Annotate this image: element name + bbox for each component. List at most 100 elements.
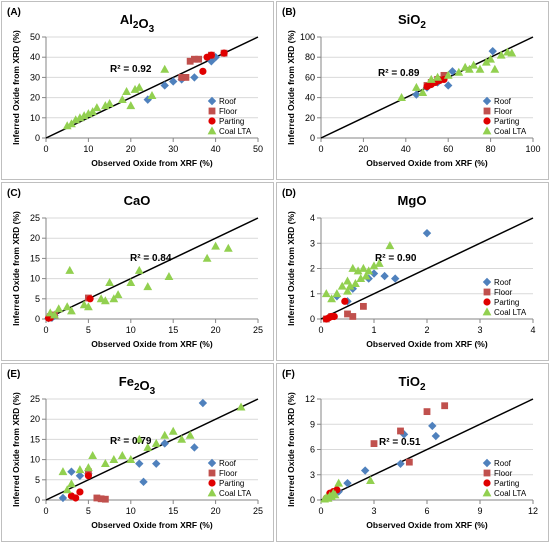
series-group [320,402,449,503]
point-coal-lta [321,289,331,298]
point-roof [75,471,85,480]
point-parting [330,312,338,321]
chart-title: Fe2O3 [119,374,156,397]
point-coal-lta [151,438,161,447]
x-tick-label: 40 [401,144,411,154]
y-tick-label: 0 [310,314,315,324]
point-coal-lta [385,241,395,250]
x-tick-label: 10 [126,506,136,516]
x-axis-title: Observed Oxide from XRF (%) [91,158,213,168]
x-tick-label: 3 [477,325,482,335]
point-parting [341,297,349,305]
y-tick-label: 0 [35,314,40,324]
point-roof [143,95,152,104]
point-floor [440,71,448,79]
point-floor [97,495,105,503]
point-coal-lta [351,279,360,288]
y-axis-title: Inferred Oxide from XRD (%) [11,392,21,507]
y-tick-label: 25 [30,213,40,223]
legend-label: Parting [494,479,519,488]
x-tick-label: 12 [528,506,538,516]
point-coal-lta [62,485,72,494]
point-coal-lta [67,306,76,315]
legend-marker-roof [207,96,217,106]
point-coal-lta [185,430,195,439]
x-axis-title: Observed Oxide from XRF (%) [366,520,488,530]
point-roof [58,493,68,503]
point-parting [207,51,215,59]
y-tick-label: 30 [30,72,40,82]
legend-label: Parting [494,298,519,307]
x-tick-label: 20 [211,506,221,516]
point-coal-lta [202,253,212,262]
chart-svg: 0 10 20 30 40 50 0 10 20 30 40 50 Observed Oxide fro… [1,1,274,180]
point-coal-lta [160,64,170,73]
point-roof [190,73,199,82]
legend-label: Coal LTA [494,308,527,317]
series-group [321,228,432,323]
point-coal-lta [75,465,85,474]
point-coal-lta [67,479,76,488]
point-roof [448,67,457,76]
point-coal-lta [143,282,153,291]
point-coal-lta [79,111,89,120]
point-coal-lta [71,115,81,124]
point-roof [160,81,169,90]
point-roof [391,274,400,283]
point-coal-lta [113,290,123,299]
chart-frame [276,182,549,361]
point-parting [72,494,80,502]
point-coal-lta [65,265,75,274]
point-roof [396,459,405,469]
point-coal-lta [100,459,110,468]
legend-label: Parting [219,479,244,488]
point-parting [84,472,92,480]
x-tick-label: 1 [371,325,376,335]
point-coal-lta [88,107,98,116]
point-coal-lta [443,70,453,79]
point-roof [190,443,199,452]
panel-letter: (A) [7,7,21,18]
y-tick-label: 3 [310,470,315,480]
point-roof [67,467,76,476]
y-tick-label: 25 [30,394,40,404]
point-floor [101,495,109,503]
point-coal-lta [126,278,136,287]
r-squared-label: R² = 0.51 [379,437,421,448]
y-tick-label: 20 [30,93,40,103]
y-tick-label: 0 [310,133,315,143]
legend-label: Parting [219,117,244,126]
x-tick-label: 0 [43,506,48,516]
series-group [58,398,246,503]
y-axis-title: Inferred Oxide from XRD (%) [11,211,21,326]
y-tick-label: 40 [30,52,40,62]
panel-letter: (D) [282,188,296,199]
point-roof [422,228,432,238]
panel-d: 0 1 2 3 4 0 1 2 3 4 Observed Oxide from XRF (%) Inf… [275,181,550,362]
point-parting [76,488,84,496]
y-tick-label: 12 [305,394,315,404]
point-coal-lta [496,50,506,59]
point-floor [93,494,101,502]
x-axis-title: Observed Oxide from XRF (%) [366,158,488,168]
point-coal-lta [130,84,140,93]
y-tick-label: 3 [310,238,315,248]
point-floor [423,408,431,416]
point-coal-lta [475,64,485,73]
chart-svg: 0 20 40 60 80 100 0 20 40 60 80 100 Observed Oxide f… [276,1,549,180]
y-tick-label: 0 [310,495,315,505]
x-tick-label: 15 [168,506,178,516]
x-tick-label: 100 [525,144,540,154]
x-axis-title: Observed Oxide from XRF (%) [91,520,213,530]
legend-label: Roof [219,459,237,468]
point-coal-lta [486,54,495,63]
panel-a: 0 10 20 30 40 50 0 10 20 30 40 50 Observed Oxide fro… [0,0,275,181]
x-tick-label: 20 [211,325,221,335]
reference-line [45,217,259,320]
point-coal-lta [334,478,344,487]
chart-title: CaO [124,193,151,208]
point-roof [428,421,437,431]
legend-marker-coal-lta [482,307,492,316]
point-coal-lta [223,243,233,252]
